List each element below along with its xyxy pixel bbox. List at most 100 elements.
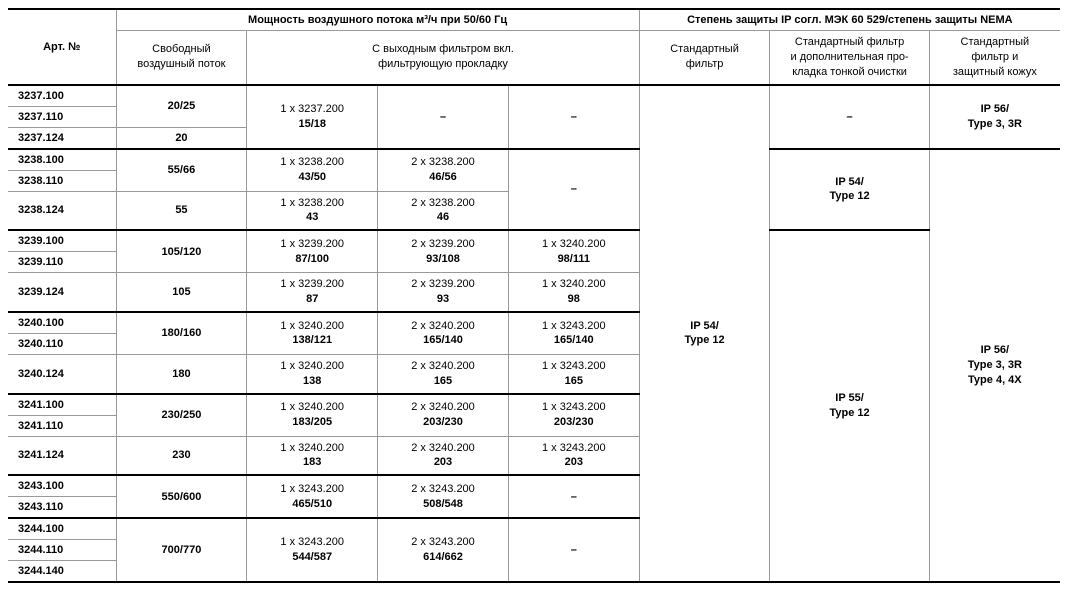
hdr-std-filter: Стандартныйфильтр — [639, 31, 770, 85]
table-cell: – — [770, 85, 929, 149]
cell-line: 43 — [306, 211, 318, 223]
table-cell: 1 x 3243.200 544/587 — [247, 518, 378, 582]
cell-line: 1 x 3239.200 — [280, 278, 344, 290]
table-cell: 2 x 3240.200 203 — [378, 436, 509, 475]
cell-line: IP 56/ — [981, 344, 1010, 356]
cell-line: 138 — [303, 375, 321, 387]
cell-line: 87 — [306, 293, 318, 305]
cell-line: 2 x 3240.200 — [411, 401, 475, 413]
cell-line: 43/50 — [298, 171, 326, 183]
cell-line: 2 x 3239.200 — [411, 238, 475, 250]
table-cell: 1 x 3243.200 203 — [508, 436, 639, 475]
table-cell: 3240.110 — [8, 333, 116, 354]
table-cell: – — [508, 149, 639, 231]
cell-line: Type 12 — [829, 407, 869, 419]
cell-line: 1 x 3240.200 — [542, 238, 606, 250]
table-cell: 1 x 3240.200 183 — [247, 436, 378, 475]
cell-line: 1 x 3240.200 — [280, 401, 344, 413]
cell-line: Type 3, 3R — [968, 118, 1022, 130]
table-cell: 3237.110 — [8, 106, 116, 127]
cell-line: 1 x 3240.200 — [280, 320, 344, 332]
table-cell: 2 x 3240.200 165 — [378, 354, 509, 393]
table-cell: 700/770 — [116, 518, 247, 582]
table-cell: 550/600 — [116, 475, 247, 518]
table-cell: 1 x 3237.200 15/18 — [247, 85, 378, 149]
table-cell: 1 x 3238.200 43/50 — [247, 149, 378, 192]
table-cell: IP 54/ Type 12 — [770, 149, 929, 231]
cell-line: Type 4, 4X — [968, 374, 1022, 386]
table-cell: – — [508, 475, 639, 518]
table-cell: 20/25 — [116, 85, 247, 128]
table-cell: 2 x 3238.200 46/56 — [378, 149, 509, 192]
table-cell: 3244.140 — [8, 561, 116, 583]
cell-line: 1 x 3243.200 — [542, 320, 606, 332]
cell-line: 98 — [568, 293, 580, 305]
table-cell: 3239.110 — [8, 252, 116, 273]
cell-line: 2 x 3243.200 — [411, 483, 475, 495]
cell-line: 1 x 3243.200 — [542, 360, 606, 372]
cell-line: 2 x 3238.200 — [411, 156, 475, 168]
cell-line: 2 x 3240.200 — [411, 320, 475, 332]
table-cell: 3243.100 — [8, 475, 116, 497]
table-cell: – — [378, 85, 509, 149]
table-cell: IP 56/ Type 3, 3R — [929, 85, 1060, 149]
table-cell: 3239.100 — [8, 230, 116, 252]
table-cell: 1 x 3240.200 138 — [247, 354, 378, 393]
table-cell: 180 — [116, 354, 247, 393]
table-cell: 3237.100 — [8, 85, 116, 107]
table-cell: 55/66 — [116, 149, 247, 192]
cell-line: 614/662 — [423, 551, 463, 563]
cell-line: 1 x 3243.200 — [280, 483, 344, 495]
table-cell: 1 x 3240.200 98/111 — [508, 230, 639, 273]
table-cell: 2 x 3239.200 93/108 — [378, 230, 509, 273]
cell-line: 203/230 — [423, 416, 463, 428]
table-cell: 1 x 3243.200 203/230 — [508, 394, 639, 437]
table-cell: 20 — [116, 127, 247, 149]
table-cell: 3238.110 — [8, 170, 116, 191]
cell-line: 183 — [303, 456, 321, 468]
hdr-std-filter-fine: Стандартный фильтри дополнительная про-к… — [770, 31, 929, 85]
table-cell: 1 x 3243.200 465/510 — [247, 475, 378, 518]
table-cell: IP 56/ Type 3, 3R Type 4, 4X — [929, 149, 1060, 583]
table-cell: 105/120 — [116, 230, 247, 273]
table-cell: 3239.124 — [8, 273, 116, 312]
cell-line: Type 3, 3R — [968, 359, 1022, 371]
cell-line: 544/587 — [292, 551, 332, 563]
table-cell: 3237.124 — [8, 127, 116, 149]
table-cell: 3241.124 — [8, 436, 116, 475]
table-cell: IP 55/ Type 12 — [770, 230, 929, 582]
table-cell: 2 x 3240.200 165/140 — [378, 312, 509, 355]
cell-line: Type 12 — [829, 190, 869, 202]
table-cell: 230 — [116, 436, 247, 475]
cell-line: 1 x 3240.200 — [542, 278, 606, 290]
table-cell: 3240.124 — [8, 354, 116, 393]
cell-line: 203 — [434, 456, 452, 468]
cell-line: 1 x 3240.200 — [280, 360, 344, 372]
cell-line: 2 x 3243.200 — [411, 536, 475, 548]
cell-line: 465/510 — [292, 498, 332, 510]
cell-line: 46 — [437, 211, 449, 223]
hdr-std-filter-cover: Стандартныйфильтр изащитный кожух — [929, 31, 1060, 85]
cell-line: 15/18 — [298, 118, 326, 130]
cell-line: 2 x 3239.200 — [411, 278, 475, 290]
cell-line: 1 x 3239.200 — [280, 238, 344, 250]
cell-line: 508/548 — [423, 498, 463, 510]
table-cell: – — [508, 85, 639, 149]
table-cell: 2 x 3243.200 508/548 — [378, 475, 509, 518]
table-cell: 1 x 3243.200 165/140 — [508, 312, 639, 355]
cell-line: IP 54/ — [690, 320, 719, 332]
table-cell: 1 x 3240.200 138/121 — [247, 312, 378, 355]
table-cell: 2 x 3243.200 614/662 — [378, 518, 509, 582]
table-cell: IP 54/ Type 12 — [639, 85, 770, 583]
table-cell: 3238.100 — [8, 149, 116, 171]
cell-line: 2 x 3240.200 — [411, 360, 475, 372]
cell-line: 2 x 3238.200 — [411, 197, 475, 209]
table-cell: 1 x 3239.200 87 — [247, 273, 378, 312]
cell-line: 1 x 3238.200 — [280, 197, 344, 209]
table-cell: 2 x 3239.200 93 — [378, 273, 509, 312]
hdr-artno: Арт. № — [8, 9, 116, 85]
table-cell: 3241.110 — [8, 415, 116, 436]
cell-line: 165/140 — [423, 334, 463, 346]
cell-line: 165/140 — [554, 334, 594, 346]
table-cell: 55 — [116, 191, 247, 230]
